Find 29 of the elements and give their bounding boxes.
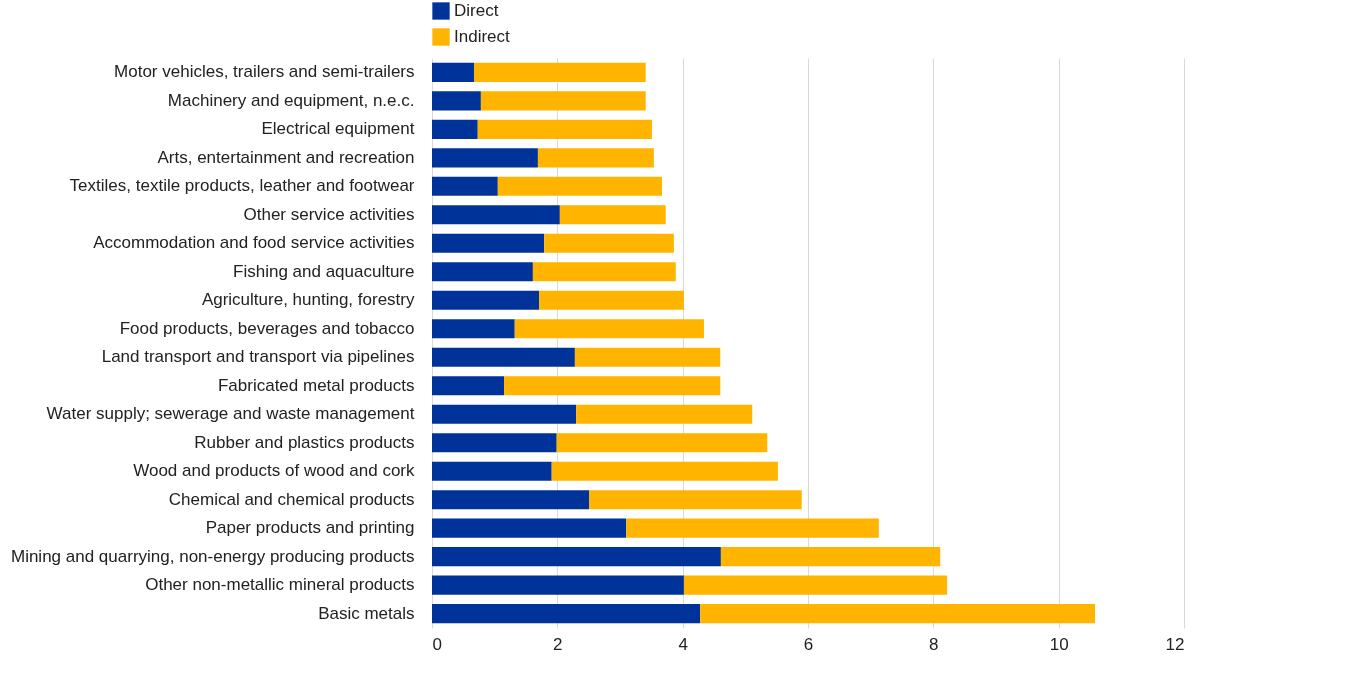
y-tick-label: Basic metals [318, 603, 415, 623]
y-tick-label: Rubber and plastics products [194, 432, 415, 452]
y-tick-label: Food products, beverages and tobacco [119, 318, 415, 338]
x-tick-label: 10 [1049, 634, 1069, 654]
y-tick-label: Other service activities [243, 204, 415, 224]
x-tick-label: 8 [929, 634, 939, 654]
x-tick-label: 6 [803, 634, 814, 654]
y-tick-label: Fishing and aquaculture [233, 261, 415, 281]
y-tick-label: Water supply; sewerage and waste management [46, 404, 415, 424]
y-tick-label: Textiles, textile products, leather and footwear [69, 176, 415, 196]
y-tick-label: Other non-metallic mineral products [145, 575, 415, 595]
y-tick-label: Wood and products of wood and cork [133, 461, 415, 481]
x-tick-label: 0 [432, 634, 442, 654]
x-tick-label: 2 [553, 634, 563, 654]
y-tick-label: Motor vehicles, trailers and semi-trailers [114, 62, 415, 82]
legend-label: Direct [454, 1, 499, 20]
y-tick-label: Land transport and transport via pipelines [101, 347, 415, 367]
y-tick-label: Fabricated metal products [217, 375, 415, 395]
y-tick-label: Chemical and chemical products [168, 489, 415, 509]
y-tick-label: Agriculture, hunting, forestry [201, 290, 415, 310]
y-tick-label: Accommodation and food service activities [93, 233, 415, 253]
y-tick-label: Machinery and equipment, n.e.c. [167, 90, 415, 110]
y-tick-label: Arts, entertainment and recreation [157, 147, 415, 167]
x-tick-label: 12 [1165, 634, 1185, 654]
legend-label: Indirect [454, 27, 511, 46]
y-tick-label: Mining and quarrying, non-energy producing products [10, 546, 415, 566]
y-tick-label: Electrical equipment [261, 119, 415, 139]
x-tick-label: 4 [678, 634, 688, 654]
y-tick-label: Paper products and printing [205, 518, 415, 538]
